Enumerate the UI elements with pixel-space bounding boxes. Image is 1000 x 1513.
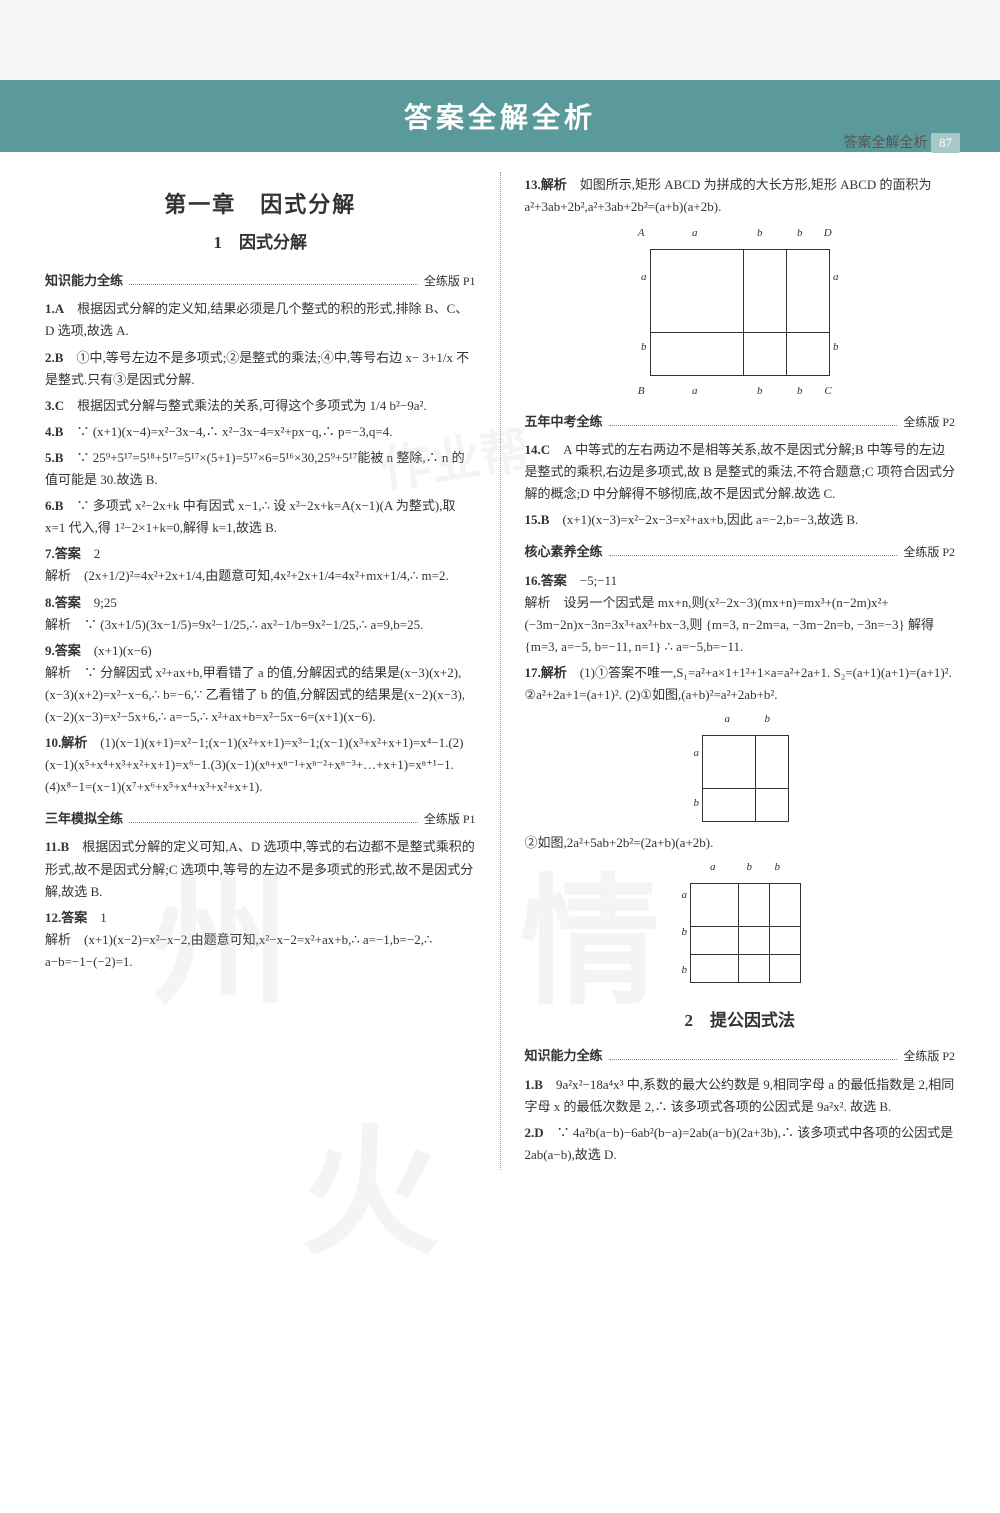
header-label: 答案全解全析 bbox=[844, 136, 928, 151]
item-8: 8.答案 9;25解析 ∵ (3x+1/5)(3x−1/5)=9x²−1/25,… bbox=[45, 592, 476, 636]
section-title-1: 1 因式分解 bbox=[45, 229, 476, 258]
block-core: 核心素养全练 全练版 P2 bbox=[525, 541, 956, 563]
text-between-diagrams: ②如图,2a²+5ab+2b²=(2a+b)(a+2b). bbox=[525, 832, 956, 854]
diagram-square-ab: a b a b bbox=[525, 710, 956, 828]
section-title-2: 2 提公因式法 bbox=[525, 1007, 956, 1036]
block-label: 知识能力全练 bbox=[525, 1045, 603, 1067]
s2-item-1: 1.B 9a²x²−18a⁴x³ 中,系数的最大公约数是 9,相同字母 a 的最… bbox=[525, 1074, 956, 1118]
block-5year: 五年中考全练 全练版 P2 bbox=[525, 411, 956, 433]
item-1: 1.A 根据因式分解的定义知,结果必须是几个整式的积的形式,排除 B、C、D 选… bbox=[45, 298, 476, 342]
item-10: 10.解析 (1)(x−1)(x+1)=x²−1;(x−1)(x²+x+1)=x… bbox=[45, 732, 476, 798]
item-4: 4.B ∵ (x+1)(x−4)=x²−3x−4,∴ x²−3x−4=x²+px… bbox=[45, 421, 476, 443]
item-16: 16.答案 −5;−11解析 设另一个因式是 mx+n,则(x²−2x−3)(m… bbox=[525, 570, 956, 658]
block-knowledge-2: 知识能力全练 全练版 P2 bbox=[525, 1045, 956, 1067]
block-label: 核心素养全练 bbox=[525, 541, 603, 563]
item-11: 11.B 根据因式分解的定义可知,A、D 选项中,等式的右边都不是整式乘积的形式… bbox=[45, 836, 476, 902]
diagram-abcd: A a b b D a b bbox=[525, 224, 956, 401]
block-label: 五年中考全练 bbox=[525, 411, 603, 433]
item-5: 5.B ∵ 25⁹+5¹⁷=5¹⁸+5¹⁷=5¹⁷×(5+1)=5¹⁷×6=5¹… bbox=[45, 447, 476, 491]
item-2: 2.B ①中,等号左边不是多项式;②是整式的乘法;④中,等号右边 x− 3+1/… bbox=[45, 347, 476, 391]
block-ref: 全练版 P1 bbox=[424, 271, 476, 291]
page-number: 87 bbox=[931, 133, 960, 153]
item-7: 7.答案 2解析 (2x+1/2)²=4x²+2x+1/4,由题意可知,4x²+… bbox=[45, 543, 476, 587]
item-14: 14.C A 中等式的左右两边不是相等关系,故不是因式分解;B 中等号的左边是整… bbox=[525, 439, 956, 505]
item-12: 12.答案 1解析 (x+1)(x−2)=x²−x−2,由题意可知,x²−x−2… bbox=[45, 907, 476, 973]
header-strip: 答案全解全析 87 bbox=[844, 132, 961, 153]
item-3: 3.C 根据因式分解与整式乘法的关系,可得这个多项式为 1/4 b²−9a². bbox=[45, 395, 476, 417]
left-column: 第一章 因式分解 1 因式分解 知识能力全练 全练版 P1 1.A 根据因式分解… bbox=[45, 172, 476, 1170]
item-9: 9.答案 (x+1)(x−6)解析 ∵ 分解因式 x²+ax+b,甲看错了 a … bbox=[45, 640, 476, 728]
right-column: 13.解析 如图所示,矩形 ABCD 为拼成的大长方形,矩形 ABCD 的面积为… bbox=[525, 172, 956, 1170]
item-6: 6.B ∵ 多项式 x²−2x+k 中有因式 x−1,∴ 设 x²−2x+k=A… bbox=[45, 495, 476, 539]
diagram-2a-b: a b b a b b bbox=[525, 858, 956, 989]
block-label: 知识能力全练 bbox=[45, 270, 123, 292]
item-17: 17.解析 (1)①答案不唯一,S₁=a²+a×1+1²+1×a=a²+2a+1… bbox=[525, 662, 956, 706]
block-ref: 全练版 P2 bbox=[903, 412, 955, 432]
s2-item-2: 2.D ∵ 4a²b(a−b)−6ab²(b−a)=2ab(a−b)(2a+3b… bbox=[525, 1122, 956, 1166]
chapter-title: 第一章 因式分解 bbox=[45, 186, 476, 223]
block-label: 三年模拟全练 bbox=[45, 808, 123, 830]
block-ref: 全练版 P2 bbox=[903, 542, 955, 562]
item-13: 13.解析 如图所示,矩形 ABCD 为拼成的大长方形,矩形 ABCD 的面积为… bbox=[525, 174, 956, 218]
block-ref: 全练版 P1 bbox=[424, 809, 476, 829]
block-3year: 三年模拟全练 全练版 P1 bbox=[45, 808, 476, 830]
block-knowledge: 知识能力全练 全练版 P1 bbox=[45, 270, 476, 292]
item-15: 15.B (x+1)(x−3)=x²−2x−3=x²+ax+b,因此 a=−2,… bbox=[525, 509, 956, 531]
block-ref: 全练版 P2 bbox=[903, 1046, 955, 1066]
